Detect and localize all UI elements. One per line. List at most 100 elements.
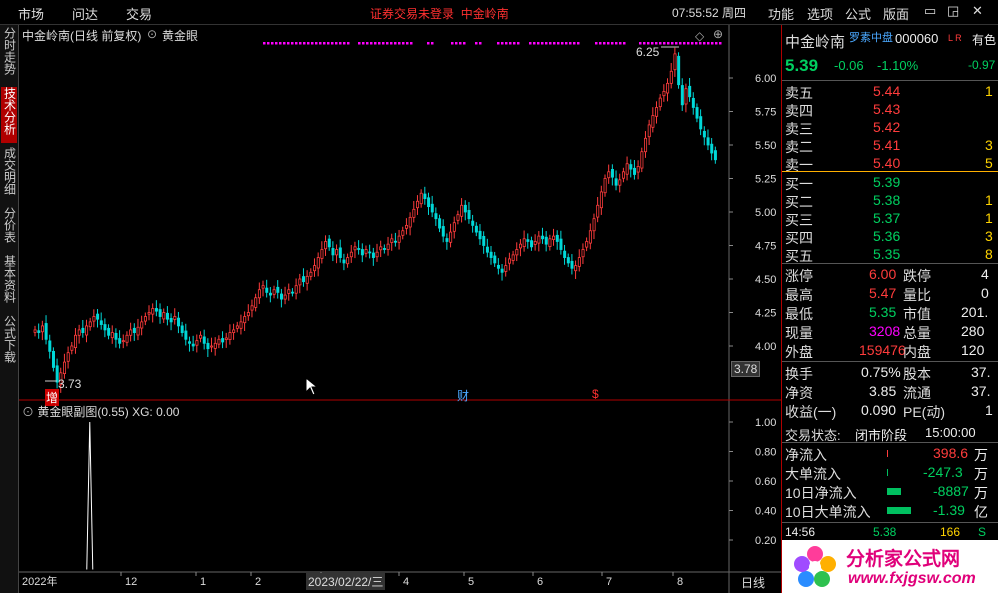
menu-market[interactable]: 市场: [18, 7, 45, 22]
signal-dot: [611, 42, 614, 45]
s-marker[interactable]: $: [592, 387, 599, 401]
chart-canvas[interactable]: 6.00 5.75 5.50 5.25 5.00 4.75 4.50 4.25 4.00 1.00…: [19, 25, 781, 593]
candle-body: [438, 218, 442, 229]
candle-body: [644, 137, 648, 153]
signal-dot: [279, 42, 282, 45]
restore-icon[interactable]: ◲: [947, 3, 960, 18]
candle-body: [610, 168, 614, 178]
x-tick-label: 12: [125, 576, 137, 588]
tab-fundamentals[interactable]: 基本资料: [1, 255, 17, 311]
stat-value: 159476: [859, 342, 906, 358]
menu-function[interactable]: 功能: [768, 7, 795, 22]
cai-marker[interactable]: 财: [457, 389, 470, 403]
collapse-icon[interactable]: ⊙: [147, 27, 158, 41]
candle-body: [577, 257, 581, 267]
signal-dot: [663, 42, 666, 45]
candle-body: [478, 230, 482, 240]
stat-value-2: 4: [981, 266, 989, 282]
candle-body: [272, 289, 276, 295]
stat2-value: 0.090: [861, 402, 897, 418]
login-notice[interactable]: 证券交易未登录 中金岭南: [370, 5, 509, 22]
signal-dot: [370, 42, 373, 45]
settings-diamond-icon[interactable]: ◇: [695, 29, 705, 43]
zeng-marker[interactable]: 增: [45, 389, 60, 406]
candle-body: [680, 85, 684, 106]
watermark-banner: 分析家公式网 www.fxjgsw.com: [782, 540, 998, 593]
candle-body: [467, 209, 471, 220]
signal-dot: [695, 42, 698, 45]
menu-wenda[interactable]: 问达: [72, 7, 99, 22]
candle-body: [294, 285, 298, 294]
menu-layout[interactable]: 版面: [883, 7, 910, 22]
signal-dot: [339, 42, 342, 45]
signal-dot: [291, 42, 294, 45]
candle-body: [633, 167, 637, 175]
candle-body: [371, 252, 375, 258]
sector-tag[interactable]: 有色: [972, 33, 997, 47]
sector-pct: -0.97: [968, 58, 996, 72]
signal-dot: [431, 42, 434, 45]
candle-body: [254, 297, 258, 308]
signal-dot: [603, 42, 606, 45]
signal-dot: [643, 42, 646, 45]
candle-body: [441, 226, 445, 237]
tab-price-table[interactable]: 分价表: [1, 207, 17, 251]
flow-label: 10日大单流入: [785, 504, 871, 520]
x-tick-label: 2: [255, 576, 261, 588]
stat-value: 5.35: [869, 304, 897, 320]
stat-label: 外盘: [785, 344, 813, 360]
tab-formula-download[interactable]: 公式下载: [1, 315, 17, 371]
signal-dot: [366, 42, 369, 45]
close-icon[interactable]: ✕: [972, 3, 983, 18]
index-tag[interactable]: 罗素中盘: [849, 32, 893, 44]
tick-time: 14:56: [785, 525, 816, 539]
y-tick-label: 4.50: [755, 274, 776, 286]
minimize-icon[interactable]: ▭: [924, 3, 937, 18]
flow-label: 大单流入: [785, 466, 841, 482]
signal-dot: [335, 42, 338, 45]
period-label[interactable]: 日线: [741, 576, 766, 590]
menu-formula[interactable]: 公式: [845, 7, 872, 22]
signal-dot: [623, 42, 626, 45]
watermark-url: www.fxjgsw.com: [848, 570, 976, 587]
candle-body: [154, 308, 158, 312]
candle-body: [298, 278, 302, 286]
candle-body: [342, 259, 346, 264]
signal-dot: [699, 42, 702, 45]
candle-body: [416, 200, 420, 209]
candle-body: [691, 97, 695, 108]
tab-technical[interactable]: 技术分析: [1, 87, 17, 143]
candle-body: [688, 85, 692, 98]
candle-body: [320, 249, 324, 259]
candle-body: [302, 276, 306, 283]
tab-trades[interactable]: 成交明细: [1, 147, 17, 203]
x-tick-label: 2022年: [22, 574, 57, 588]
signal-dot: [331, 42, 334, 45]
kline-chart-area[interactable]: 6.00 5.75 5.50 5.25 5.00 4.75 4.50 4.25 4.00 1.00…: [19, 25, 781, 593]
indicator-name[interactable]: 黄金眼: [162, 29, 199, 43]
candle-body: [504, 265, 508, 272]
candle-body: [408, 216, 412, 228]
candle-body: [699, 116, 703, 130]
ask-price: 5.40: [873, 155, 901, 171]
flower-logo-icon: [794, 546, 836, 587]
signal-dot: [513, 42, 516, 45]
zoom-icon[interactable]: ⊕: [713, 27, 724, 41]
signal-dot: [327, 42, 330, 45]
signal-dot: [374, 42, 377, 45]
candle-body: [265, 287, 269, 293]
signal-dot: [390, 42, 393, 45]
tab-intraday[interactable]: 分时走势: [1, 27, 17, 83]
stat-label: 最低: [785, 306, 813, 322]
flow-label: 10日净流入: [785, 485, 857, 501]
signal-dot: [295, 42, 298, 45]
menu-options[interactable]: 选项: [807, 7, 834, 22]
candle-body: [210, 345, 214, 348]
signal-dot: [347, 42, 350, 45]
sub-collapse-icon[interactable]: ⊙: [22, 405, 35, 419]
menu-trade[interactable]: 交易: [126, 7, 153, 22]
signal-dot: [303, 42, 306, 45]
bid-price: 5.36: [873, 228, 901, 244]
candle-body: [500, 268, 504, 273]
candle-body: [629, 164, 633, 170]
